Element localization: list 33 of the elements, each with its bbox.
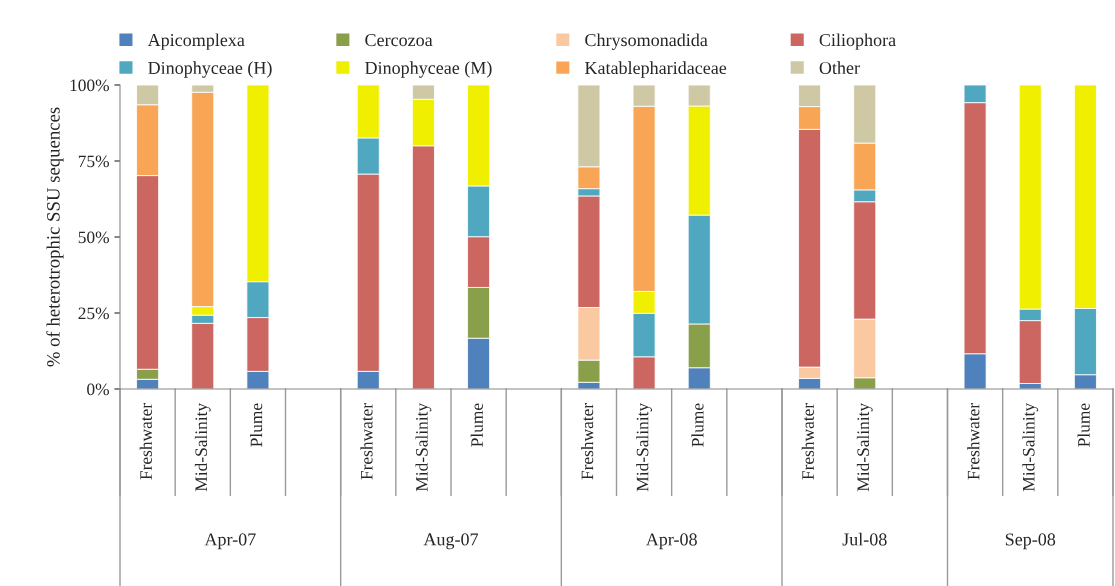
legend-label: Dinophyceae (M) — [365, 61, 492, 78]
text: Apr-07 — [204, 533, 256, 550]
y-tick-label: 50% — [78, 231, 109, 244]
y-tick-label: 75% — [78, 155, 109, 168]
x-tick-label: Freshwater — [967, 403, 980, 480]
x-tick-label: Freshwater — [581, 403, 594, 480]
x-tick-label: Mid-Salinity — [636, 402, 652, 492]
x-tick-label: Plume — [470, 403, 483, 447]
legend-label: Dinophyceae (H) — [148, 61, 272, 78]
legend-label: Chrysomonadida — [585, 33, 708, 50]
x-tick-label: Plume — [691, 403, 704, 447]
x-tick-label: Plume — [1077, 403, 1090, 447]
x-tick-label: Mid-Salinity — [1022, 402, 1039, 492]
x-tick-label: Mid-Salinity — [856, 402, 873, 492]
text: Apr-08 — [645, 533, 697, 550]
x-tick-label: Freshwater — [139, 403, 152, 480]
x-tick-label: Mid-Salinity — [194, 402, 211, 492]
x-tick-label: Plume — [250, 403, 263, 447]
x-tick-label: Mid-Salinity — [415, 402, 432, 492]
text: Sep-08 — [1005, 533, 1056, 550]
text: Jul-08 — [842, 532, 887, 546]
legend-label: Cercozoa — [365, 34, 433, 47]
y-tick-label: 25% — [78, 307, 109, 320]
legend-label: Apicomplexa — [147, 33, 245, 50]
y-axis-title: % of heterotrophic SSU sequences — [46, 107, 64, 367]
y-tick-label: 100% — [70, 79, 109, 92]
legend-label: Ciliophora — [819, 33, 896, 50]
x-tick-label: Freshwater — [801, 403, 814, 480]
y-tick-label: 0% — [87, 383, 109, 396]
x-tick-label: Freshwater — [360, 403, 373, 480]
legend-label: Other — [819, 61, 860, 75]
text: Aug-07 — [423, 533, 479, 550]
legend-label: Katablepharidaceae — [584, 61, 727, 78]
